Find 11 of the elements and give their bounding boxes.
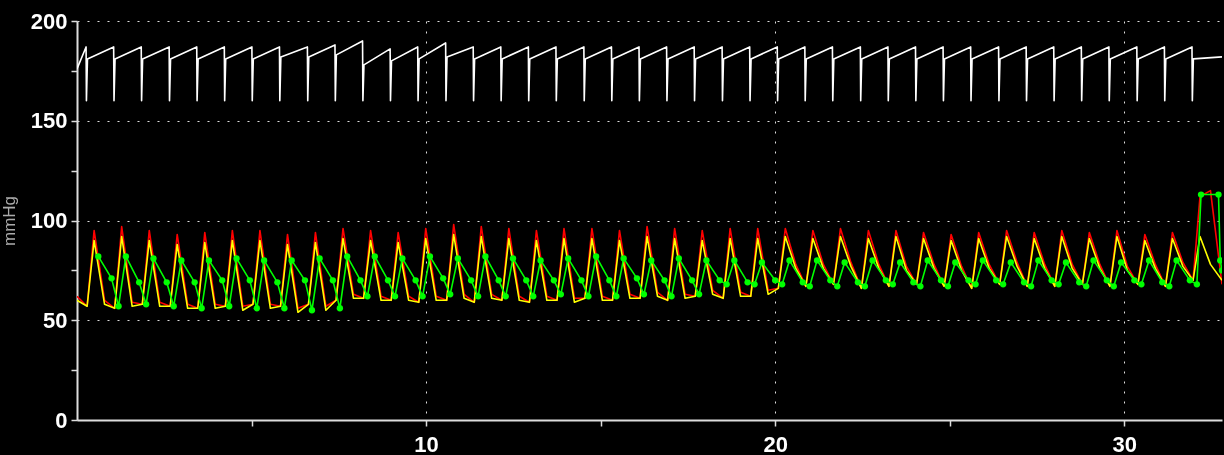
y-tick-label: 100	[30, 208, 68, 233]
y-axis-title: mmHg	[0, 195, 19, 247]
x-tick-label: 10	[414, 431, 439, 455]
line-series	[77, 233, 1222, 314]
x-tick-label: 20	[763, 431, 788, 455]
y-tick-label: 0	[55, 407, 68, 433]
x-tick-label: 30	[1112, 431, 1137, 455]
y-tick-label: 150	[30, 108, 68, 134]
y-tick-label: 50	[43, 307, 68, 333]
y-tick-label: 200	[30, 8, 68, 34]
line-series	[77, 40, 1222, 102]
